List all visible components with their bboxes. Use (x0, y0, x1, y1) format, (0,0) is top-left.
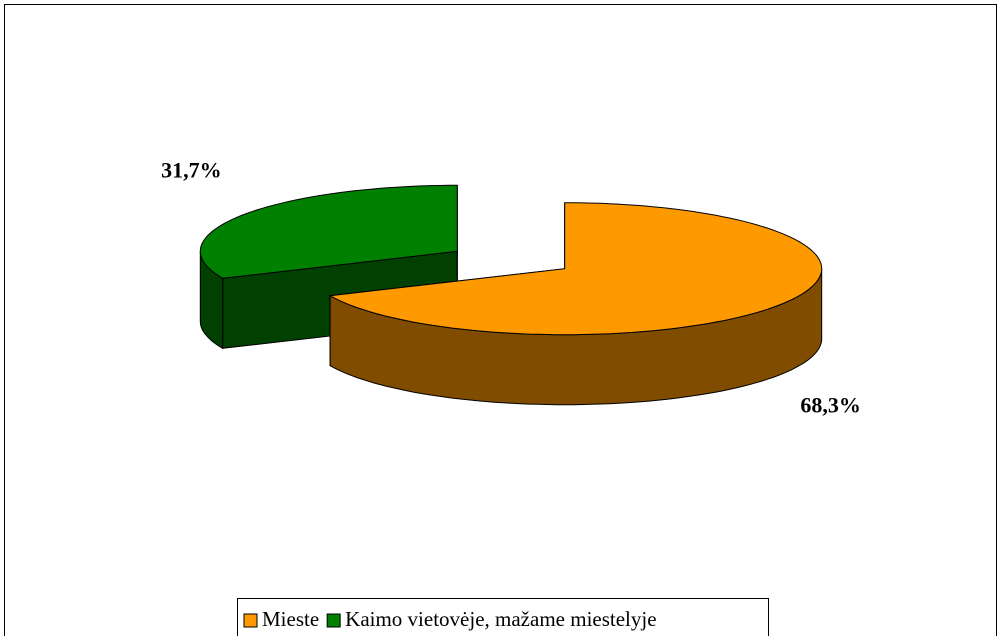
legend (237, 598, 769, 636)
pie: 31,7% 68,3% (161, 157, 861, 417)
legend-swatch (243, 613, 258, 628)
legend-items: Mieste Kaimo vietovėje, mažame miestelyje (243, 607, 657, 631)
legend-swatch (326, 613, 341, 628)
slice-top (328, 202, 823, 336)
data-label: 31,7% (161, 157, 222, 182)
data-label: 68,3% (800, 393, 861, 418)
legend-label: Kaimo vietovėje, mažame miestelyje (345, 607, 656, 631)
legend-label: Mieste (262, 607, 319, 631)
slice-top (199, 184, 458, 279)
